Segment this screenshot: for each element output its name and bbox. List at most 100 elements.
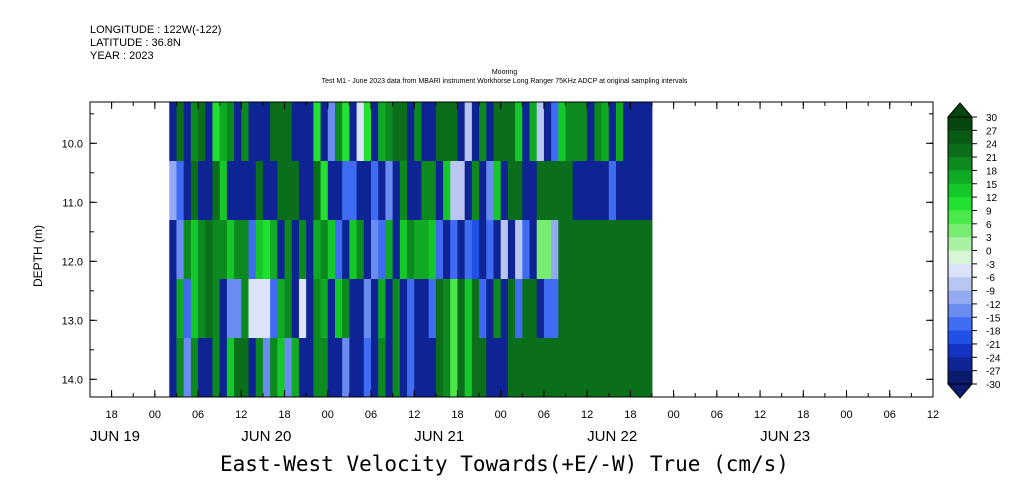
heatmap-cell: [248, 102, 257, 162]
heatmap-cell: [529, 220, 538, 280]
y-tick-label: 13.0: [62, 315, 83, 327]
heatmap-cell: [284, 338, 293, 398]
heatmap-cell: [378, 161, 386, 221]
heatmap-cell: [248, 279, 257, 339]
colorbar-label: -12: [986, 300, 1001, 311]
heatmap-cell: [356, 279, 365, 339]
heatmap-cell: [378, 279, 386, 339]
heatmap-cell: [637, 161, 646, 221]
heatmap-cell: [630, 161, 638, 221]
x-tick-label: 12: [754, 409, 766, 421]
colorbar-swatch: [948, 130, 972, 145]
colorbar-swatch: [948, 343, 972, 358]
heatmap-cell: [515, 220, 523, 280]
heatmap-cell: [572, 338, 581, 398]
heatmap-cell: [298, 102, 307, 162]
heatmap-cell: [255, 102, 264, 162]
x-tick-label: 18: [451, 409, 463, 421]
heatmap-cell: [313, 102, 321, 162]
colorbar-label: -3: [986, 260, 995, 271]
heatmap-cell: [457, 338, 466, 398]
heatmap-cell: [169, 338, 177, 398]
x-axis-title: East-West Velocity Towards(+E/-W) True (…: [220, 452, 789, 476]
colorbar-swatch: [948, 330, 972, 345]
heatmap-cell: [313, 279, 321, 339]
heatmap-cell: [608, 161, 617, 221]
y-tick-label: 11.0: [62, 197, 83, 209]
heatmap-cell: [435, 102, 444, 162]
x-tick-label: 06: [365, 409, 377, 421]
heatmap-cell: [284, 279, 293, 339]
heatmap-cell: [284, 161, 293, 221]
heatmap-cell: [313, 161, 321, 221]
x-tick-label: 12: [235, 409, 247, 421]
heatmap-cell: [500, 220, 509, 280]
heatmap-cell: [615, 161, 624, 221]
heatmap-cell: [241, 102, 249, 162]
heatmap-cell: [529, 102, 538, 162]
heatmap-cell: [385, 338, 394, 398]
heatmap-cell: [219, 279, 228, 339]
heatmap-cell: [298, 338, 307, 398]
heatmap-cell: [529, 279, 538, 339]
heatmap-cell: [594, 161, 602, 221]
heatmap-cell: [572, 102, 581, 162]
heatmap-cell: [313, 338, 321, 398]
y-tick-label: 14.0: [62, 374, 83, 386]
heatmap-cell: [277, 279, 285, 339]
heatmap-cell: [486, 102, 494, 162]
heatmap-cell: [320, 338, 329, 398]
heatmap-cell: [407, 102, 415, 162]
heatmap-cell: [486, 338, 494, 398]
heatmap-cell: [587, 102, 595, 162]
heatmap-cell: [349, 102, 357, 162]
heatmap-cells: [169, 102, 653, 398]
colorbar-label: -30: [986, 380, 1001, 391]
heatmap-cell: [385, 220, 394, 280]
heatmap-cell: [183, 102, 192, 162]
heatmap-cell: [176, 102, 185, 162]
heatmap-cell: [205, 161, 213, 221]
colorbar-swatch: [948, 170, 972, 185]
heatmap-cell: [198, 220, 206, 280]
latitude-label: LATITUDE : 36.8N: [90, 37, 181, 49]
heatmap-cell: [551, 220, 559, 280]
heatmap-cell: [334, 220, 343, 280]
chart-subtitle: Test M1 - June 2023 data from MBARI inst…: [321, 78, 688, 85]
heatmap-cell: [630, 338, 638, 398]
x-tick-label: 00: [667, 409, 679, 421]
heatmap-cell: [198, 338, 206, 398]
heatmap-cell: [414, 279, 422, 339]
heatmap-cell: [522, 338, 530, 398]
heatmap-cell: [565, 279, 574, 339]
heatmap-cell: [334, 338, 343, 398]
heatmap-cell: [291, 102, 300, 162]
colorbar-label: -15: [986, 313, 1001, 324]
colorbar-swatch: [948, 210, 972, 225]
x-tick-label: 18: [105, 409, 117, 421]
heatmap-cell: [558, 279, 566, 339]
x-tick-label: 18: [797, 409, 809, 421]
heatmap-cell: [579, 220, 588, 280]
heatmap-cell: [644, 102, 653, 162]
heatmap-cell: [212, 338, 221, 398]
heatmap-cell: [536, 161, 545, 221]
heatmap-cell: [392, 338, 401, 398]
colorbar-label: 18: [986, 166, 998, 177]
heatmap-cell: [284, 220, 293, 280]
x-day-label: JUN 19: [90, 428, 140, 445]
heatmap-cell: [479, 338, 487, 398]
heatmap-cell: [298, 279, 307, 339]
heatmap-cell: [450, 279, 458, 339]
heatmap-cell: [464, 338, 473, 398]
heatmap-cell: [342, 102, 350, 162]
colorbar-swatch: [948, 263, 972, 278]
heatmap-cell: [551, 102, 559, 162]
heatmap-cell: [349, 161, 357, 221]
x-day-label: JUN 20: [241, 428, 291, 445]
x-tick-label: 00: [149, 409, 161, 421]
heatmap-cell: [428, 220, 437, 280]
x-tick-label: 18: [624, 409, 636, 421]
heatmap-cell: [399, 220, 408, 280]
